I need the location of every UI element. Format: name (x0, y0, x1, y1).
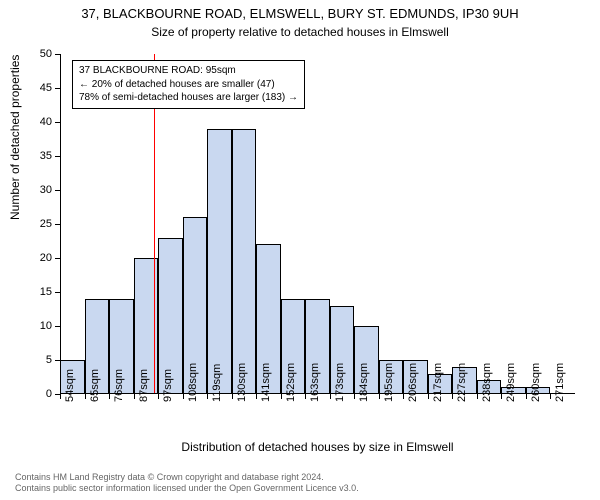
x-tick-mark (379, 394, 380, 399)
footer-attribution: Contains HM Land Registry data © Crown c… (15, 472, 359, 495)
footer-line2: Contains public sector information licen… (15, 483, 359, 494)
x-tick-mark (60, 394, 61, 399)
x-tick-mark (501, 394, 502, 399)
x-tick-mark (330, 394, 331, 399)
x-tick-label: 87sqm (138, 369, 150, 402)
x-tick-mark (232, 394, 233, 399)
histogram-bar (232, 129, 257, 394)
y-tick-label: 40 (40, 116, 52, 128)
histogram-bar (207, 129, 232, 394)
x-tick-mark (526, 394, 527, 399)
y-tick-label: 20 (40, 252, 52, 264)
x-tick-mark (477, 394, 478, 399)
x-tick-mark (256, 394, 257, 399)
x-tick-label: 65sqm (89, 369, 101, 402)
x-tick-mark (305, 394, 306, 399)
y-tick-label: 50 (40, 48, 52, 60)
x-tick-mark (109, 394, 110, 399)
annotation-line: 37 BLACKBOURNE ROAD: 95sqm (79, 64, 298, 78)
x-tick-label: 76sqm (113, 369, 125, 402)
x-tick-label: 260sqm (530, 363, 542, 402)
x-tick-label: 130sqm (236, 363, 248, 402)
annotation-line: ← 20% of detached houses are smaller (47… (79, 78, 298, 92)
x-tick-mark (183, 394, 184, 399)
x-tick-mark (550, 394, 551, 399)
x-tick-mark (428, 394, 429, 399)
x-axis-label: Distribution of detached houses by size … (60, 440, 575, 454)
y-tick-label: 35 (40, 150, 52, 162)
y-tick-label: 0 (46, 388, 52, 400)
x-tick-mark (403, 394, 404, 399)
x-tick-label: 238sqm (481, 363, 493, 402)
x-tick-label: 97sqm (162, 369, 174, 402)
annotation-line: 78% of semi-detached houses are larger (… (79, 91, 298, 105)
x-tick-mark (85, 394, 86, 399)
y-axis-line (60, 54, 61, 394)
page-title: 37, BLACKBOURNE ROAD, ELMSWELL, BURY ST.… (0, 0, 600, 23)
x-tick-label: 173sqm (334, 363, 346, 402)
x-tick-label: 141sqm (260, 363, 272, 402)
y-tick-label: 10 (40, 320, 52, 332)
y-tick-label: 30 (40, 184, 52, 196)
plot-area: 37 BLACKBOURNE ROAD: 95sqm← 20% of detac… (60, 54, 575, 394)
x-tick-label: 163sqm (309, 363, 321, 402)
x-tick-mark (207, 394, 208, 399)
x-tick-mark (354, 394, 355, 399)
x-tick-mark (452, 394, 453, 399)
x-tick-label: 195sqm (383, 363, 395, 402)
x-tick-mark (158, 394, 159, 399)
x-tick-label: 249sqm (505, 363, 517, 402)
chart-container: 37, BLACKBOURNE ROAD, ELMSWELL, BURY ST.… (0, 0, 600, 500)
x-tick-label: 271sqm (554, 363, 566, 402)
annotation-box: 37 BLACKBOURNE ROAD: 95sqm← 20% of detac… (72, 60, 305, 109)
x-tick-label: 152sqm (285, 363, 297, 402)
y-tick-label: 25 (40, 218, 52, 230)
page-subtitle: Size of property relative to detached ho… (0, 23, 600, 39)
x-tick-label: 217sqm (432, 363, 444, 402)
y-tick-label: 15 (40, 286, 52, 298)
x-tick-label: 119sqm (211, 364, 223, 402)
x-tick-label: 227sqm (456, 363, 468, 402)
y-tick-label: 45 (40, 82, 52, 94)
x-tick-label: 184sqm (358, 363, 370, 402)
footer-line1: Contains HM Land Registry data © Crown c… (15, 472, 359, 483)
x-tick-mark (281, 394, 282, 399)
x-tick-label: 54sqm (64, 369, 76, 402)
y-axis: 05101520253035404550 (0, 54, 60, 394)
y-tick-label: 5 (46, 354, 52, 366)
x-tick-label: 108sqm (187, 363, 199, 402)
x-tick-label: 206sqm (407, 363, 419, 402)
x-tick-mark (134, 394, 135, 399)
